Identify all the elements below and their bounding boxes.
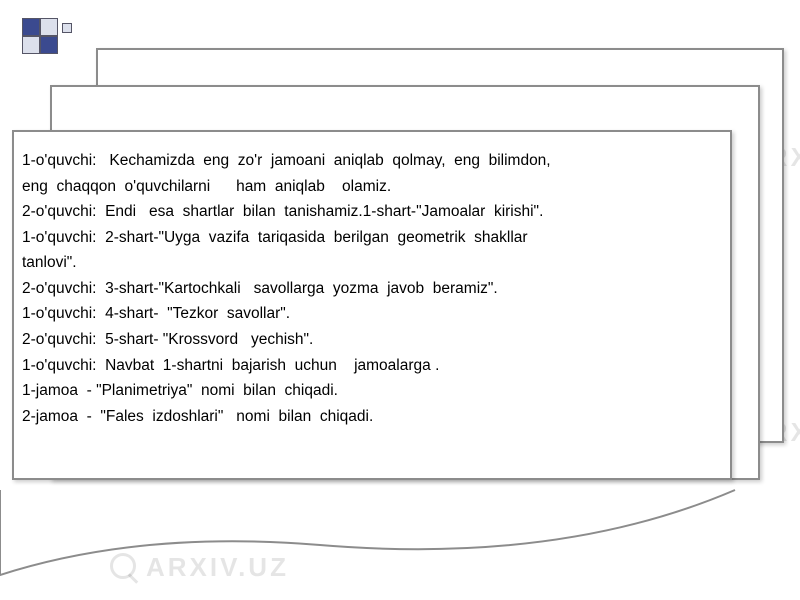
document-text: 1-o'quvchi: Kechamizda eng zo'r jamoani … bbox=[22, 148, 722, 429]
logo-square bbox=[62, 23, 72, 33]
decorative-curve bbox=[0, 480, 800, 600]
logo-square bbox=[22, 36, 40, 54]
logo-square bbox=[22, 18, 40, 36]
watermark: ARXIV.UZ bbox=[110, 550, 289, 583]
logo-square bbox=[40, 18, 58, 36]
logo-square bbox=[40, 36, 58, 54]
